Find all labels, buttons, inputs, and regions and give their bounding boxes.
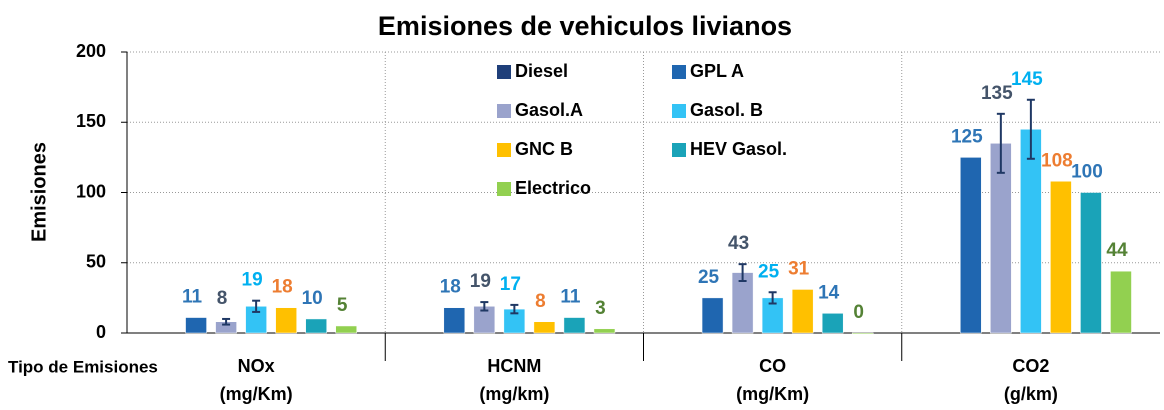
y-tick-label: 0 (96, 322, 106, 342)
x-tick-label: CO2 (1012, 356, 1049, 376)
data-label: 19 (242, 270, 263, 291)
data-label: 8 (217, 288, 228, 309)
bar (851, 332, 874, 335)
data-label: 11 (560, 287, 581, 308)
legend-swatch (497, 143, 511, 157)
bar (185, 317, 207, 334)
data-label: 125 (951, 126, 983, 147)
legend-label: GNC B (515, 139, 573, 159)
bar (335, 325, 357, 334)
bar (1080, 192, 1102, 334)
data-label: 18 (440, 277, 461, 298)
x-tick-unit: (g/km) (1004, 384, 1058, 404)
bar (960, 157, 982, 334)
legend-label: GPL A (690, 61, 744, 81)
bar (701, 297, 724, 334)
data-label: 43 (728, 233, 749, 254)
legend-label: Electrico (515, 178, 591, 198)
x-tick-unit: (mg/Km) (736, 384, 809, 404)
legend-swatch (672, 143, 686, 157)
bar (275, 307, 297, 334)
bar (791, 289, 814, 334)
x-tick-label: CO (759, 356, 786, 376)
bar (305, 318, 327, 334)
x-axis-label: Tipo de Emisiones (8, 357, 158, 376)
x-tick-unit: (mg/Km) (220, 384, 293, 404)
bar (1020, 129, 1042, 334)
legend-label: Diesel (515, 61, 568, 81)
legend-swatch (672, 104, 686, 118)
data-label: 135 (981, 83, 1013, 104)
data-label: 19 (470, 271, 491, 292)
legend-label: Gasol.A (515, 100, 583, 120)
legend-label: Gasol. B (690, 100, 763, 120)
bar (1110, 270, 1132, 334)
data-label: 25 (698, 267, 720, 288)
chart-title: Emisiones de vehiculos livianos (378, 11, 792, 41)
data-label: 44 (1106, 240, 1128, 261)
bar (533, 321, 556, 334)
data-label: 108 (1041, 150, 1073, 171)
legend-swatch (497, 65, 511, 79)
data-label: 25 (758, 261, 780, 282)
y-tick-label: 100 (76, 181, 106, 201)
data-label: 31 (788, 258, 810, 279)
data-label: 145 (1011, 69, 1043, 90)
data-label: 14 (818, 282, 840, 303)
data-label: 8 (535, 291, 546, 312)
x-tick-label: HCNM (487, 356, 541, 376)
data-label: 10 (302, 288, 323, 309)
bar (443, 307, 466, 334)
data-label: 0 (853, 302, 864, 323)
bar (1050, 181, 1072, 334)
legend-swatch (497, 182, 511, 196)
bar (593, 328, 616, 334)
x-tick-unit: (mg/km) (479, 384, 549, 404)
data-label: 17 (500, 274, 521, 295)
data-label: 5 (337, 295, 348, 316)
legend-label: HEV Gasol. (690, 139, 787, 159)
legend-swatch (672, 65, 686, 79)
data-label: 18 (272, 277, 293, 298)
y-tick-label: 150 (76, 111, 106, 131)
data-label: 100 (1071, 162, 1103, 183)
x-tick-label: NOx (238, 356, 275, 376)
y-tick-label: 50 (86, 252, 106, 272)
y-tick-label: 200 (76, 41, 106, 61)
legend-swatch (497, 104, 511, 118)
data-label: 11 (182, 287, 203, 308)
data-label: 3 (595, 298, 606, 319)
bar (563, 317, 586, 334)
y-axis-label: Emisiones (28, 142, 50, 242)
bar (821, 313, 844, 334)
